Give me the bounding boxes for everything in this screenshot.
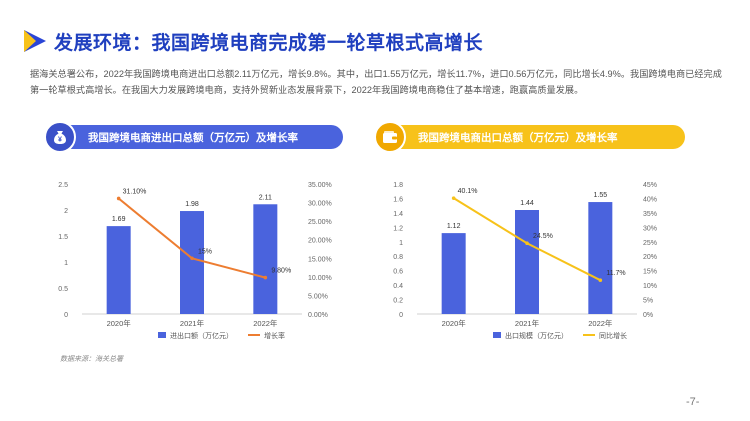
- y-right-tick-label: 0.00%: [308, 312, 328, 319]
- svg-text:¥: ¥: [58, 137, 62, 144]
- bar: [515, 210, 539, 314]
- y-right-tick-label: 20%: [643, 254, 657, 261]
- y-right-tick-label: 25%: [643, 240, 657, 247]
- x-tick-label: 2020年: [442, 318, 467, 328]
- y-left-tick-label: 0.6: [393, 269, 403, 276]
- right-panel-header: 我国跨境电商出口总额（万亿元）及增长率: [374, 121, 685, 153]
- line-point: [598, 278, 603, 282]
- legend-bar-label: 进出口额（万亿元）: [170, 331, 233, 340]
- page-title: 发展环境：我国跨境电商完成第一轮草根式高增长: [54, 33, 484, 54]
- y-right-tick-label: 30.00%: [308, 201, 332, 208]
- legend-line-label: 同比增长: [599, 331, 627, 340]
- y-left-tick-label: 1.4: [393, 211, 403, 218]
- y-left-tick-label: 1.8: [393, 182, 403, 189]
- right-panel-title: 我国跨境电商出口总额（万亿元）及增长率: [418, 132, 618, 144]
- legend-bar-label: 出口规模（万亿元）: [505, 331, 568, 340]
- y-right-tick-label: 20.00%: [308, 238, 332, 245]
- bar: [180, 211, 204, 314]
- y-right-tick-label: 5.00%: [308, 293, 328, 300]
- y-right-tick-label: 40%: [643, 196, 657, 203]
- bar-data-label: 1.69: [112, 216, 126, 223]
- line-data-label: 15%: [198, 248, 212, 255]
- y-right-tick-label: 30%: [643, 225, 657, 232]
- money-bag-icon: ¥: [44, 121, 76, 153]
- y-left-tick-label: 2.5: [58, 182, 68, 189]
- left-panel-header: ¥ 我国跨境电商进出口总额（万亿元）及增长率: [44, 121, 343, 153]
- line-point: [525, 241, 529, 246]
- page-number: -7-: [686, 396, 700, 408]
- x-tick-label: 2022年: [588, 318, 613, 328]
- legend-bar-swatch: [493, 332, 501, 338]
- y-left-tick-label: 2: [64, 208, 68, 215]
- left-panel-title: 我国跨境电商进出口总额（万亿元）及增长率: [88, 132, 298, 144]
- y-left-tick-label: 0: [399, 312, 403, 319]
- y-right-tick-label: 10.00%: [308, 275, 332, 282]
- y-left-tick-label: 0: [64, 312, 68, 319]
- line-point: [451, 196, 456, 200]
- y-right-tick-label: 35%: [643, 211, 657, 218]
- brand-logo-icon: [24, 30, 46, 52]
- bar-data-label: 1.55: [594, 192, 608, 199]
- line-data-label: 31.10%: [123, 188, 147, 195]
- y-right-tick-label: 25.00%: [308, 219, 332, 226]
- y-left-tick-label: 0.2: [393, 298, 403, 305]
- line-data-label: 9.80%: [271, 268, 291, 275]
- line-data-label: 40.1%: [458, 188, 478, 195]
- legend-bar-swatch: [158, 332, 166, 338]
- y-left-tick-label: 1: [399, 240, 403, 247]
- legend-line-label: 增长率: [264, 331, 285, 340]
- export-chart: 0 0.2 0.4 0.6 0.8 1 1.2 1.4 1.6 1.8 0% 5% 10% 15% 20% 2…: [393, 182, 657, 340]
- y-left-tick-label: 0.8: [393, 254, 403, 261]
- y-right-tick-label: 15%: [643, 269, 657, 276]
- y-left-tick-label: 1: [64, 260, 68, 267]
- bar: [588, 202, 613, 314]
- import-export-chart: 0 0.5 1 1.5 2 2.5 0.00% 5.00% 10.00% 15.00% 20.00%…: [58, 182, 332, 340]
- intro-paragraph: 据海关总署公布，2022年我国跨境电商进出口总额2.11万亿元，增长9.8%。其…: [30, 69, 722, 95]
- line-data-label: 24.5%: [533, 233, 553, 240]
- line-point: [190, 256, 194, 261]
- x-tick-label: 2022年: [253, 318, 278, 328]
- bar-data-label: 2.11: [259, 194, 272, 201]
- bar: [106, 226, 131, 314]
- y-right-tick-label: 45%: [643, 182, 657, 189]
- bar: [253, 204, 278, 314]
- y-right-tick-label: 0%: [643, 312, 653, 319]
- data-source: 数据来源：海关总署: [60, 356, 123, 363]
- y-right-tick-label: 10%: [643, 283, 657, 290]
- bar-data-label: 1.98: [185, 201, 199, 208]
- y-left-tick-label: 0.4: [393, 283, 403, 290]
- y-right-tick-label: 15.00%: [308, 256, 332, 263]
- x-tick-label: 2021年: [180, 318, 205, 328]
- bar-data-label: 1.44: [520, 200, 534, 207]
- x-tick-label: 2021年: [515, 318, 540, 328]
- line-point: [263, 275, 268, 280]
- line-data-label: 11.7%: [606, 270, 625, 277]
- y-left-tick-label: 0.5: [58, 286, 68, 293]
- bar: [441, 233, 466, 314]
- bar-data-label: 1.12: [447, 223, 461, 230]
- y-left-tick-label: 1.6: [393, 196, 403, 203]
- y-right-tick-label: 35.00%: [308, 182, 332, 189]
- y-left-tick-label: 1.5: [58, 234, 68, 241]
- x-tick-label: 2020年: [107, 318, 132, 328]
- line-point: [116, 196, 121, 201]
- wallet-icon: [374, 121, 406, 153]
- y-right-tick-label: 5%: [643, 298, 653, 305]
- y-left-tick-label: 1.2: [393, 225, 403, 232]
